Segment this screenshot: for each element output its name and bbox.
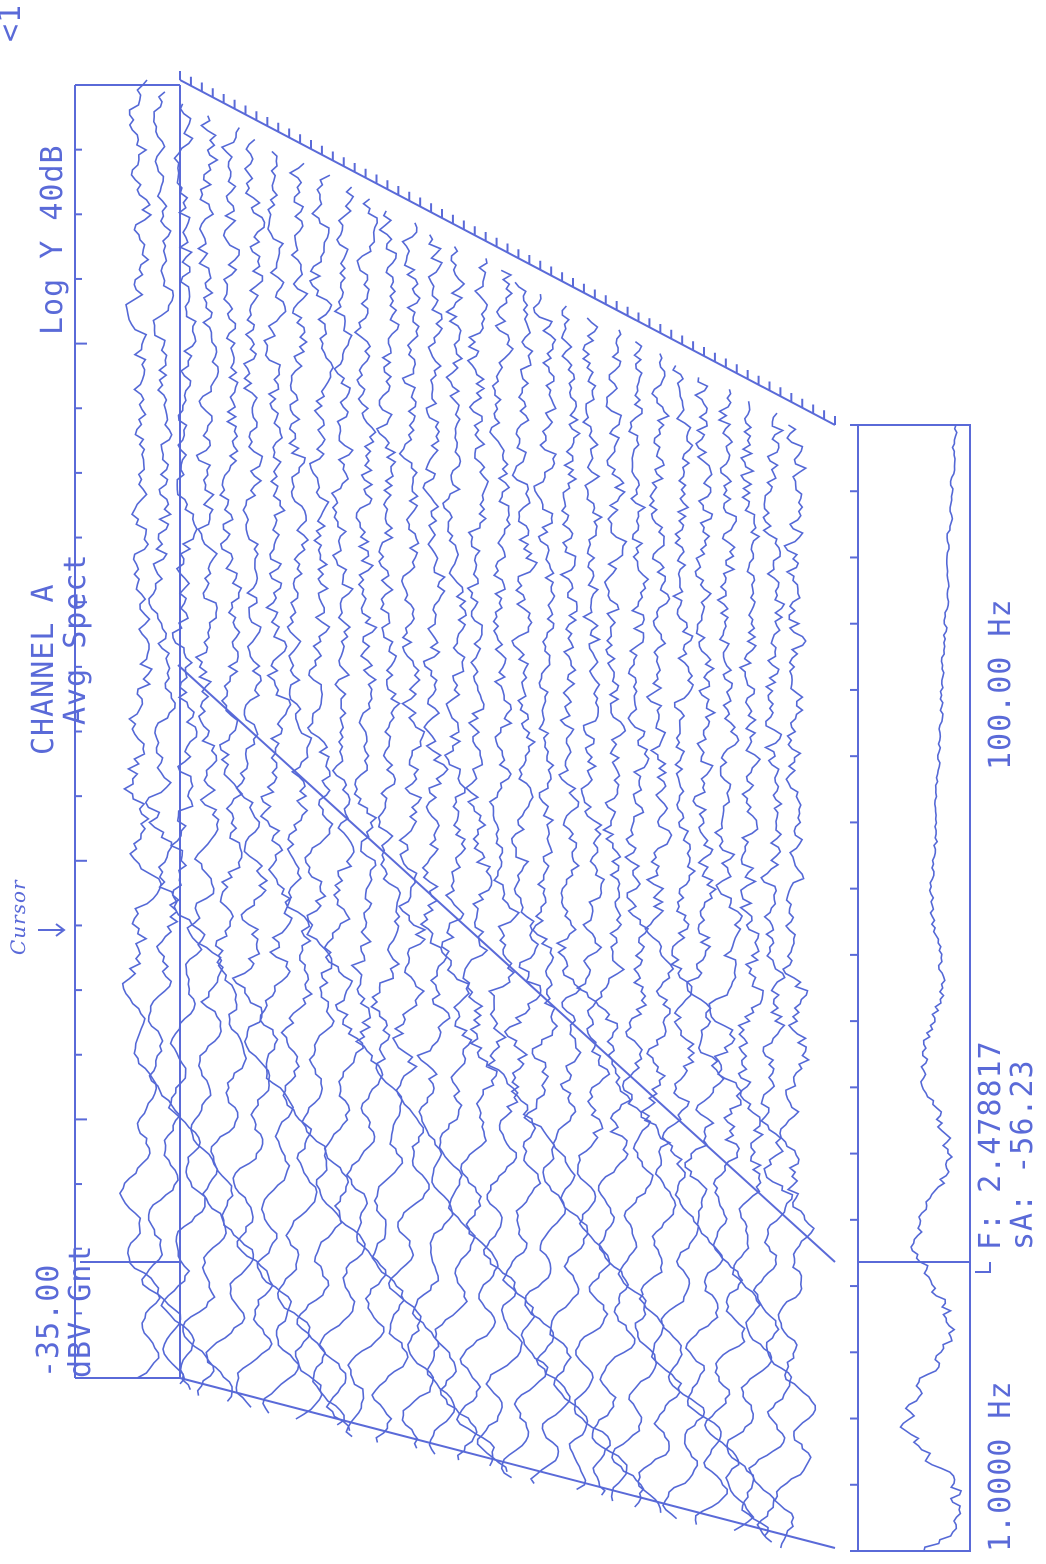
spectrum-trace — [345, 198, 387, 1438]
spectrum-trace — [523, 294, 571, 1484]
cursor-spectrum-trace — [899, 424, 963, 1552]
time-axis-ticks — [179, 71, 836, 425]
spectrum-trace — [256, 150, 300, 1414]
marker-label: <1 — [0, 4, 28, 42]
spectrum-trace — [296, 174, 345, 1426]
spectrum-trace — [370, 210, 409, 1443]
cursor-spectrum-panel — [857, 424, 971, 1552]
spectrum-trace — [318, 186, 366, 1431]
cursor-line — [177, 664, 836, 1263]
scale-label: Log Y 40dB — [35, 144, 70, 335]
channel-label: CHANNEL A — [26, 583, 61, 755]
spectrum-trace — [411, 234, 456, 1455]
spectrum-trace — [591, 329, 636, 1502]
spectrum-trace — [182, 115, 227, 1396]
spectrum-trace — [573, 317, 611, 1496]
start-frequency: 1.0000 Hz — [983, 1380, 1018, 1552]
readout-pointer — [975, 1262, 991, 1273]
spectrum-trace — [500, 281, 549, 1479]
spectrum-trace — [549, 305, 589, 1491]
ref-level: -35.00 — [31, 1264, 66, 1378]
spectrum-trace — [434, 246, 478, 1461]
spectrum-trace — [276, 162, 323, 1420]
spectrum-trace — [684, 377, 729, 1525]
spectrum-trace — [160, 103, 206, 1391]
spectrum-trace — [476, 269, 523, 1473]
frequency-axis-ticks — [850, 424, 858, 1552]
spectrum-trace — [637, 353, 683, 1513]
back-amplitude-ticks — [75, 84, 87, 1379]
waterfall-outline — [80, 79, 836, 1549]
spectrum-trace — [726, 401, 773, 1537]
ref-unit: dBV Gnt — [63, 1245, 98, 1378]
spectrum-trace — [704, 389, 755, 1532]
cursor-arrow — [38, 923, 66, 937]
spectrum-trace — [773, 424, 817, 1549]
spectrum-trace — [455, 258, 499, 1467]
spectrum-trace — [118, 79, 162, 1379]
measurement-label: Avg Spect — [58, 553, 93, 725]
stop-frequency: 100.00 Hz — [983, 598, 1018, 770]
spectrum-trace — [387, 222, 435, 1449]
spectrum-trace — [748, 412, 794, 1543]
cursor-amplitude-readout: sA: -56.23 — [1005, 1059, 1040, 1250]
spectrum-trace — [205, 127, 255, 1402]
spectrum-traces — [118, 79, 817, 1549]
spectrum-trace — [611, 341, 658, 1508]
spectrum-trace — [141, 91, 186, 1385]
spectrum-trace — [231, 138, 274, 1408]
spectrum-trace — [660, 365, 706, 1520]
cursor-handwritten-label: Cursor — [6, 879, 30, 955]
cursor-frequency-readout: F: 2.478817 — [973, 1040, 1008, 1250]
